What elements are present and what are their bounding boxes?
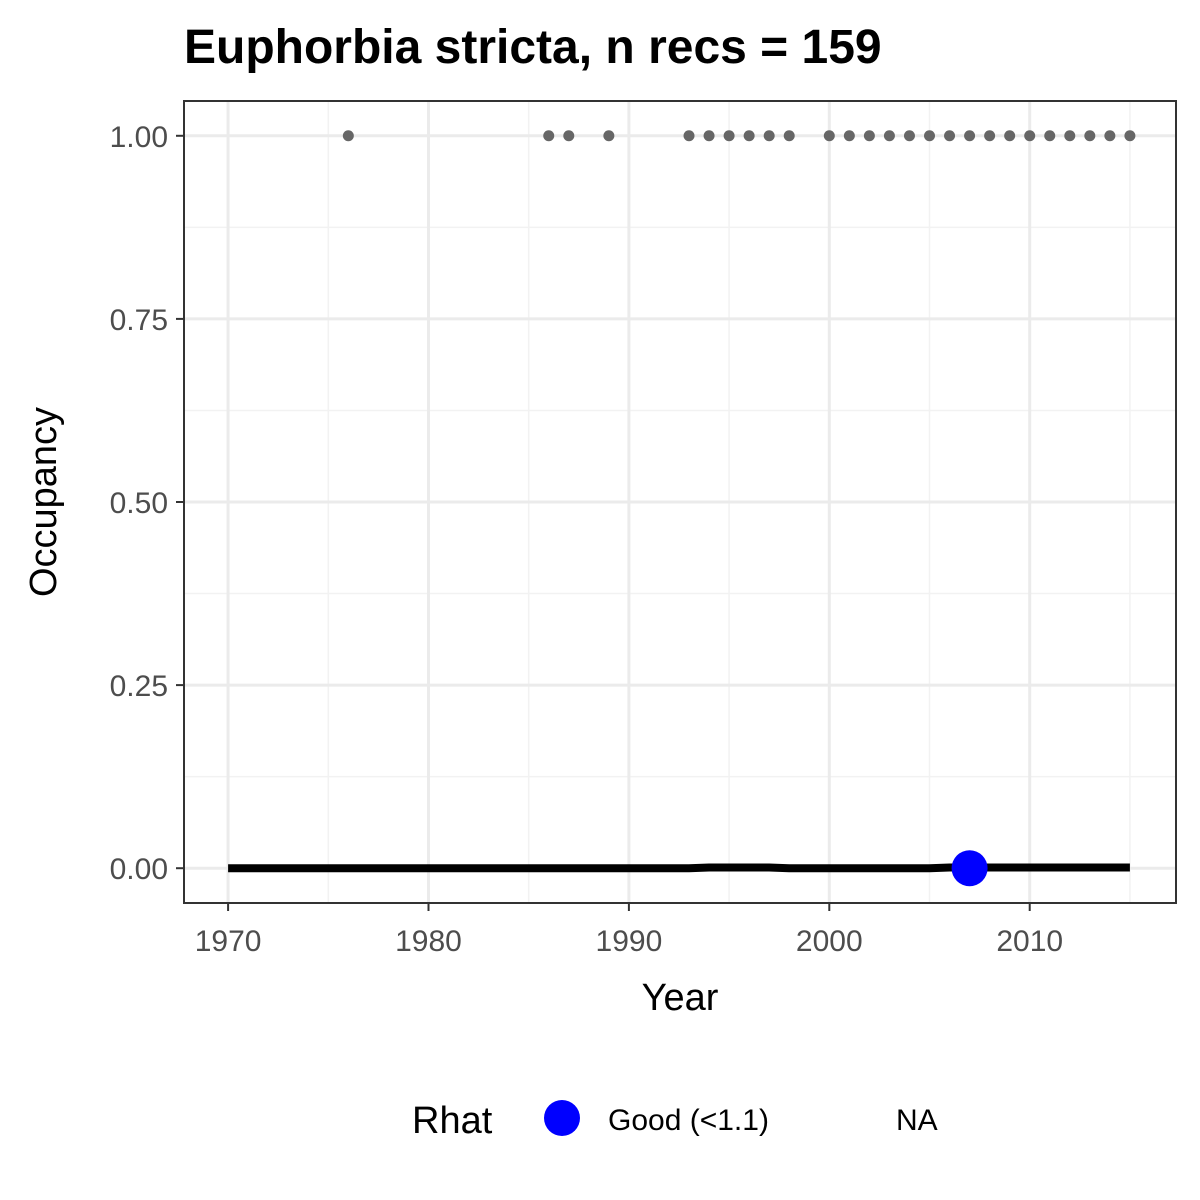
observation-point xyxy=(1104,130,1116,142)
observation-point xyxy=(823,130,835,142)
y-tick-label: 1.00 xyxy=(110,121,168,154)
observation-point xyxy=(743,130,755,142)
observation-point xyxy=(1124,130,1136,142)
legend-title: Rhat xyxy=(412,1100,493,1142)
y-tick-label: 0.75 xyxy=(110,304,168,337)
rhat-good-point xyxy=(951,850,988,887)
x-tick-label: 1970 xyxy=(195,925,262,958)
observation-point xyxy=(924,130,936,142)
x-tick-label: 2010 xyxy=(996,925,1063,958)
observation-point xyxy=(964,130,976,142)
observation-point xyxy=(1024,130,1036,142)
observation-point xyxy=(763,130,775,142)
observation-point xyxy=(863,130,875,142)
observation-point xyxy=(1044,130,1056,142)
observation-point xyxy=(342,130,354,142)
grid xyxy=(184,101,1176,903)
y-tick-label: 0.50 xyxy=(110,487,168,520)
observation-point xyxy=(543,130,555,142)
observation-points xyxy=(342,130,1136,142)
x-tick-label: 2000 xyxy=(796,925,863,958)
legend-label-good: Good (<1.1) xyxy=(608,1104,769,1137)
y-axis: 0.00 0.25 0.50 0.75 1.00 xyxy=(110,121,184,886)
observation-point xyxy=(1084,130,1096,142)
observation-point xyxy=(903,130,915,142)
observation-point xyxy=(783,130,795,142)
observation-point xyxy=(944,130,956,142)
observation-point xyxy=(843,130,855,142)
occupancy-trend-line xyxy=(228,863,1130,873)
occupancy-line xyxy=(228,863,1130,873)
rhat-points xyxy=(951,850,988,887)
observation-point xyxy=(703,130,715,142)
legend-label-na: NA xyxy=(896,1104,938,1137)
chart-title: Euphorbia stricta, n recs = 159 xyxy=(184,21,882,74)
observation-point xyxy=(1004,130,1016,142)
y-tick-label: 0.00 xyxy=(110,853,168,886)
observation-point xyxy=(883,130,895,142)
plot-panel xyxy=(183,100,1177,904)
observation-point xyxy=(723,130,735,142)
y-tick-label: 0.25 xyxy=(110,670,168,703)
legend-key-good xyxy=(544,1100,580,1136)
x-tick-label: 1990 xyxy=(596,925,663,958)
observation-point xyxy=(603,130,615,142)
observation-point xyxy=(683,130,695,142)
legend: Rhat Good (<1.1) NA xyxy=(412,1100,938,1142)
x-axis-title: Year xyxy=(642,977,719,1019)
x-tick-label: 1980 xyxy=(395,925,462,958)
y-axis-title: Occupancy xyxy=(23,407,65,597)
observation-point xyxy=(1064,130,1076,142)
observation-point xyxy=(563,130,575,142)
x-axis: 1970 1980 1990 2000 2010 xyxy=(195,903,1063,958)
observation-point xyxy=(984,130,996,142)
